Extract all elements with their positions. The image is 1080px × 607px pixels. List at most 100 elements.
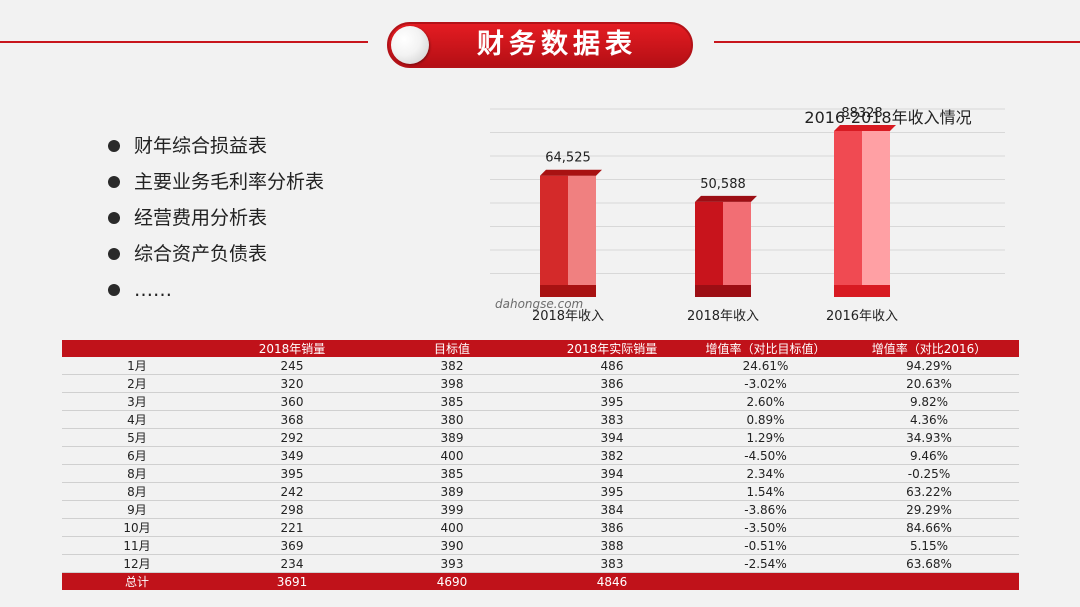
bar-base: [540, 285, 596, 297]
table-cell: 486: [532, 357, 692, 375]
table-cell: 0.89%: [692, 410, 839, 429]
table-row: 11月 369 390 388 -0.51% 5.15%: [62, 536, 1019, 555]
table-cell: 4846: [532, 572, 692, 590]
table-cell: 320: [212, 374, 372, 393]
table-cell: 4月: [62, 410, 212, 429]
table-cell: 242: [212, 482, 372, 501]
bar: [695, 201, 723, 285]
table-cell: 382: [532, 446, 692, 465]
table-cell: 384: [532, 500, 692, 519]
watermark: dahongse.com: [495, 297, 584, 311]
table-cell: 393: [372, 554, 532, 573]
title-circle-icon: [391, 26, 429, 64]
bullet-item: 经营费用分析表: [108, 202, 324, 238]
bar-highlight: [568, 175, 596, 285]
table-cell: [839, 572, 1019, 590]
bullet-dot-icon: [108, 248, 120, 260]
table-cell: 3月: [62, 392, 212, 411]
category-label: 2018年收入: [687, 309, 759, 324]
table-row: 9月 298 399 384 -3.86% 29.29%: [62, 500, 1019, 519]
table-cell: 388: [532, 536, 692, 555]
table-cell: 221: [212, 518, 372, 537]
table-cell: -3.02%: [692, 374, 839, 393]
table-row: 8月 242 389 395 1.54% 63.22%: [62, 482, 1019, 501]
table-cell: 360: [212, 392, 372, 411]
bar: [834, 130, 862, 285]
table-cell: 10月: [62, 518, 212, 537]
table-cell: 386: [532, 374, 692, 393]
table-cell: 369: [212, 536, 372, 555]
header-line-right: [714, 41, 1080, 43]
table-cell: -2.54%: [692, 554, 839, 573]
table-cell: 94.29%: [839, 357, 1019, 375]
table-cell: 383: [532, 410, 692, 429]
table-cell: -4.50%: [692, 446, 839, 465]
bar-highlight: [723, 201, 751, 285]
table-cell: 34.93%: [839, 428, 1019, 447]
table-cell: 385: [372, 392, 532, 411]
table-cell: 390: [372, 536, 532, 555]
table-cell: 4690: [372, 572, 532, 590]
bullet-item: 综合资产负债表: [108, 238, 324, 274]
data-label: 64,525: [545, 151, 591, 166]
page-title: 财务数据表: [477, 29, 637, 60]
bullet-label: 经营费用分析表: [134, 207, 268, 229]
table-header-cell: 2018年实际销量: [532, 340, 692, 357]
category-label: 2016年收入: [826, 309, 898, 324]
table-cell: 398: [372, 374, 532, 393]
table-cell: 298: [212, 500, 372, 519]
table-cell: 9.82%: [839, 392, 1019, 411]
bar-top: [540, 169, 602, 176]
table-row: 3月 360 385 395 2.60% 9.82%: [62, 392, 1019, 411]
table-cell: 245: [212, 357, 372, 375]
table-row: 6月 349 400 382 -4.50% 9.46%: [62, 446, 1019, 465]
bullet-label: 财年综合损益表: [134, 135, 268, 157]
bullet-dot-icon: [108, 176, 120, 188]
table-row: 10月 221 400 386 -3.50% 84.66%: [62, 518, 1019, 537]
bullet-item: ……: [108, 274, 324, 310]
table-cell: 292: [212, 428, 372, 447]
table-cell: 12月: [62, 554, 212, 573]
table-cell: 400: [372, 446, 532, 465]
table-cell: 8月: [62, 464, 212, 483]
table-row: 12月 234 393 383 -2.54% 63.68%: [62, 554, 1019, 573]
table-cell: 84.66%: [839, 518, 1019, 537]
table-cell: 383: [532, 554, 692, 573]
table-cell: -3.50%: [692, 518, 839, 537]
table-header-cell: 2018年销量: [212, 340, 372, 357]
bar-highlight: [862, 130, 890, 285]
table-header-cell: [62, 340, 212, 357]
table-cell: 2月: [62, 374, 212, 393]
table-cell: 8月: [62, 482, 212, 501]
bar-base: [834, 285, 890, 297]
bullet-label: 主要业务毛利率分析表: [134, 171, 325, 193]
table-cell: 24.61%: [692, 357, 839, 375]
table-cell: 总计: [62, 572, 212, 590]
bullet-item: 主要业务毛利率分析表: [108, 166, 324, 202]
data-label: 88328: [841, 106, 882, 121]
header-line-left: [0, 41, 368, 43]
table-cell: 368: [212, 410, 372, 429]
table-cell: [692, 572, 839, 590]
table-cell: 385: [372, 464, 532, 483]
table-row: 4月 368 380 383 0.89% 4.36%: [62, 410, 1019, 429]
table-cell: -3.86%: [692, 500, 839, 519]
table-cell: 1.54%: [692, 482, 839, 501]
table-row: 5月 292 389 394 1.29% 34.93%: [62, 428, 1019, 447]
table-cell: 5月: [62, 428, 212, 447]
table-cell: 389: [372, 482, 532, 501]
table-total-row: 总计 3691 4690 4846: [62, 572, 1019, 590]
table-header-row: 2018年销量 目标值 2018年实际销量 增值率（对比目标值） 增值率（对比2…: [62, 340, 1019, 357]
table-row: 1月 245 382 486 24.61% 94.29%: [62, 357, 1019, 375]
table-cell: 349: [212, 446, 372, 465]
table-header-cell: 目标值: [372, 340, 532, 357]
bullet-label: ……: [134, 279, 172, 301]
bullet-item: 财年综合损益表: [108, 130, 324, 166]
bar-top: [834, 124, 896, 131]
bar: [540, 175, 568, 285]
table-cell: 9月: [62, 500, 212, 519]
table-cell: 395: [212, 464, 372, 483]
table-cell: -0.25%: [839, 464, 1019, 483]
revenue-bar-chart: 2016-2018年收入情况 64,525 2018年收入 50,588 2018年收入…: [490, 106, 1005, 324]
table-row: 2月 320 398 386 -3.02% 20.63%: [62, 374, 1019, 393]
